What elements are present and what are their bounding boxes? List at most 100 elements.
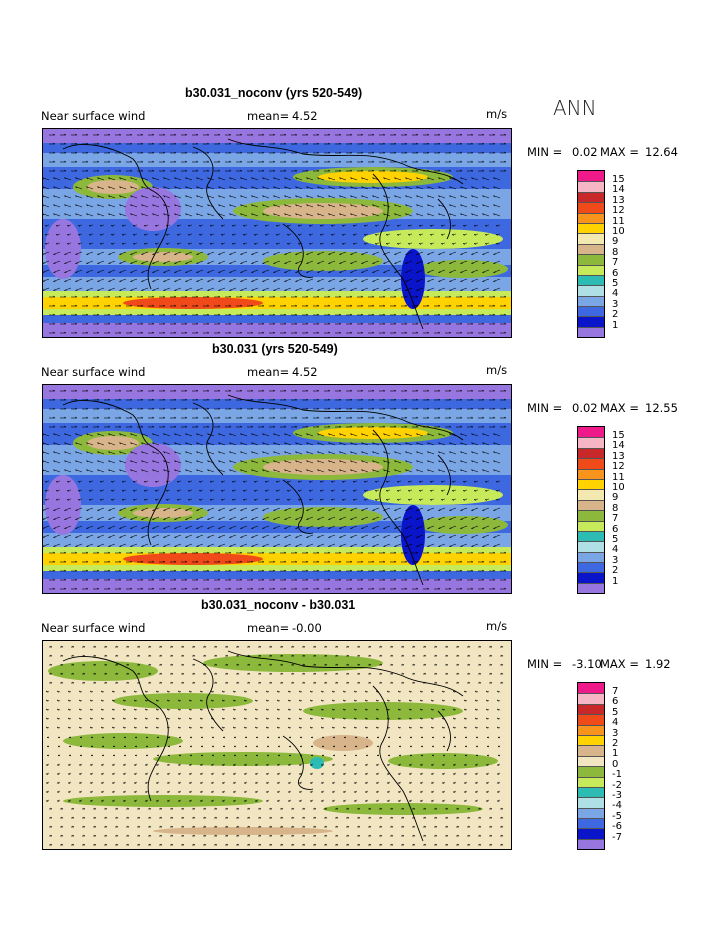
wind-vector-head [99, 243, 103, 245]
wind-vector [317, 260, 325, 264]
wind-vector-head [438, 416, 441, 419]
wind-vector-head [493, 142, 496, 145]
wind-vector-head [418, 490, 422, 492]
wind-vector-head [309, 708, 312, 711]
panel-2-colorbar [577, 426, 605, 595]
wind-vector [111, 224, 116, 226]
wind-vector-head [284, 213, 286, 216]
wind-vector [185, 260, 193, 264]
wind-vector-head [306, 569, 309, 572]
wind-vector-head [97, 186, 99, 189]
wind-vector [221, 498, 226, 500]
wind-vector-head [141, 142, 144, 145]
wind-vector-head [196, 569, 199, 572]
wind-vector-head [416, 398, 419, 401]
wind-vector [317, 516, 325, 520]
wind-vector [86, 469, 94, 473]
wind-vector [339, 433, 347, 437]
wind-vector-head [383, 578, 386, 581]
wind-vector-head [328, 433, 330, 436]
wind-vector [64, 469, 72, 473]
contour-region [45, 475, 81, 535]
wind-vector-head [319, 225, 323, 227]
wind-vector [474, 498, 479, 500]
wind-vector [372, 186, 380, 190]
wind-vector [221, 242, 226, 244]
wind-vector-head [463, 717, 466, 720]
wind-vector-head [163, 142, 166, 145]
wind-vector-head [108, 331, 111, 334]
wind-vector [43, 433, 50, 437]
wind-vector-head [111, 717, 114, 720]
wind-vector [416, 451, 424, 455]
wind-vector [64, 442, 72, 446]
wind-vector [295, 213, 303, 217]
wind-vector-head [110, 499, 114, 501]
wind-vector [471, 469, 479, 473]
wind-vector-head [449, 322, 452, 325]
wind-vector [339, 213, 347, 217]
wind-vector [119, 251, 127, 255]
wind-vector [364, 489, 369, 491]
wind-vector-head [317, 551, 320, 554]
wind-vector-head [127, 654, 130, 657]
wind-vector [485, 233, 490, 235]
wind-vector [364, 242, 369, 244]
wind-vector [97, 186, 105, 190]
wind-vector-head [383, 213, 385, 216]
wind-vector [416, 269, 424, 273]
wind-vector-head [97, 560, 100, 563]
wind-vector-head [262, 195, 264, 198]
wind-vector-head [218, 133, 221, 136]
wind-vector [471, 525, 479, 529]
wind-vector-head [427, 186, 429, 189]
wind-vector [460, 269, 468, 273]
wind-vector [174, 269, 182, 273]
wind-vector [75, 460, 83, 464]
wind-vector [460, 469, 468, 473]
wind-vector [460, 460, 468, 464]
wind-vector [43, 278, 50, 282]
wind-vector [449, 433, 457, 437]
wind-vector-head [485, 690, 488, 693]
colorbar-level-label: 10 [612, 482, 625, 494]
wind-vector [273, 516, 281, 520]
wind-vector [449, 543, 457, 547]
wind-vector-head [182, 672, 185, 675]
wind-vector-head [244, 737, 248, 739]
colorbar-level-label: 4 [612, 288, 619, 300]
wind-vector-head [119, 389, 122, 392]
wind-vector-head [339, 398, 342, 401]
wind-vector-head [207, 142, 210, 145]
wind-vector [372, 287, 380, 291]
wind-vector-head [317, 425, 320, 428]
wind-vector [108, 213, 116, 217]
wind-vector-head [471, 177, 473, 180]
wind-vector-head [298, 708, 301, 711]
wind-vector-head [130, 142, 133, 145]
wind-vector-head [339, 389, 342, 392]
wind-vector-head [385, 243, 389, 245]
wind-vector [317, 278, 325, 282]
wind-vector-head [281, 654, 284, 657]
wind-vector-head [188, 726, 191, 729]
wind-vector-head [262, 551, 265, 554]
wind-vector-head [383, 295, 386, 298]
contour-band [43, 385, 511, 399]
wind-vector-head [332, 737, 336, 739]
coastline [62, 656, 169, 802]
wind-vector-head [427, 433, 429, 436]
wind-vector-head [320, 708, 323, 711]
wind-vector-head [75, 389, 78, 392]
wind-vector-head [449, 587, 452, 590]
wind-vector [53, 213, 61, 217]
wind-vector-head [200, 746, 204, 748]
wind-vector-head [457, 681, 460, 684]
wind-vector-head [108, 451, 110, 454]
panel-3-mean-label: mean= [247, 621, 290, 635]
wind-vector [86, 507, 94, 511]
wind-vector [372, 507, 380, 511]
wind-vector-head [86, 295, 89, 298]
wind-vector [144, 498, 149, 500]
wind-vector-head [53, 331, 56, 334]
